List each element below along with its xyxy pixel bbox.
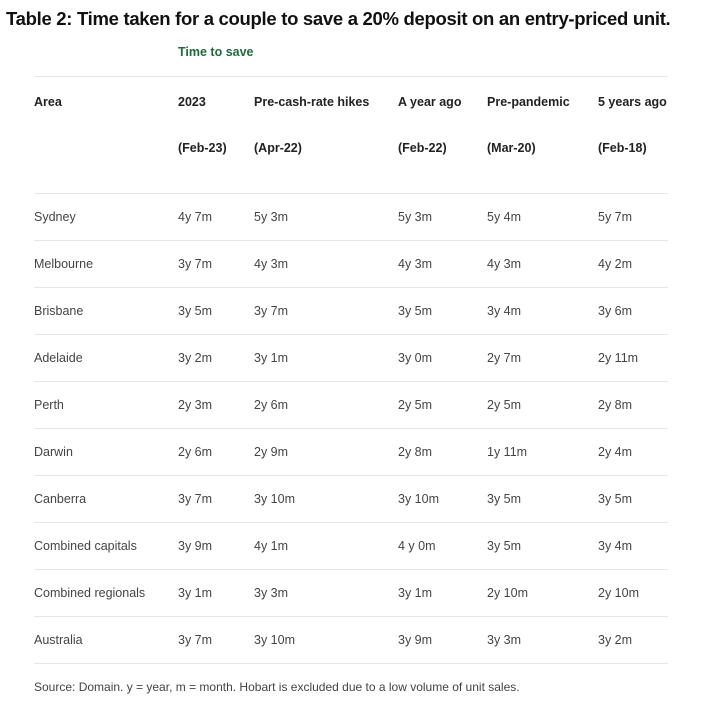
area-cell: Australia [34,633,83,647]
value-cell: 3y 4m [598,539,633,553]
table-row: Sydney 4y 7m 5y 3m 5y 3m 5y 4m 5y 7m [34,194,668,241]
value-cell: 5y 7m [598,210,633,224]
value-cell: 2y 5m [398,398,433,412]
value-cell: 2y 4m [598,445,633,459]
header-pre-pandemic: Pre-pandemic [487,95,570,109]
value-cell: 4 y 0m [398,539,436,553]
value-cell: 3y 2m [178,351,213,365]
value-cell: 4y 7m [178,210,213,224]
value-cell: 3y 0m [398,351,433,365]
table-row: Combined regionals 3y 1m 3y 3m 3y 1m 2y 10m 2… [34,570,668,617]
table-subtitle: Time to save [178,45,254,59]
value-cell: 3y 6m [598,304,633,318]
value-cell: 3y 10m [254,492,295,506]
table-title: Table 2: Time taken for a couple to save… [6,8,671,29]
header-2023: 2023 [178,95,206,109]
header-a-year-ago: A year ago [398,95,462,109]
value-cell: 5y 4m [487,210,522,224]
value-cell: 3y 2m [598,633,633,647]
table-row: Australia 3y 7m 3y 10m 3y 9m 3y 3m 3y 2m [34,617,668,664]
value-cell: 4y 3m [254,257,289,271]
value-cell: 3y 1m [254,351,289,365]
area-cell: Canberra [34,492,87,506]
table-row: Melbourne 3y 7m 4y 3m 4y 3m 4y 3m 4y 2m [34,241,668,288]
value-cell: 3y 9m [398,633,433,647]
value-cell: 4y 2m [598,257,633,271]
value-cell: 2y 5m [487,398,522,412]
value-cell: 3y 3m [254,586,289,600]
value-cell: 3y 5m [487,492,522,506]
table-row: Brisbane 3y 5m 3y 7m 3y 5m 3y 4m 3y 6m [34,288,668,335]
data-table: Area 2023 Pre-cash-rate hikes A year ago… [34,76,668,664]
value-cell: 3y 1m [398,586,433,600]
table-row: Canberra 3y 7m 3y 10m 3y 10m 3y 5m 3y 5m [34,476,668,523]
header-area: Area [34,95,62,109]
header-date: (Mar-20) [487,141,536,155]
value-cell: 3y 7m [254,304,289,318]
value-cell: 5y 3m [398,210,433,224]
table-row: Combined capitals 3y 9m 4y 1m 4 y 0m 3y 5m 3y… [34,523,668,570]
area-cell: Combined capitals [34,539,137,553]
value-cell: 3y 10m [254,633,295,647]
value-cell: 3y 5m [598,492,633,506]
value-cell: 4y 3m [398,257,433,271]
value-cell: 2y 10m [487,586,528,600]
value-cell: 3y 7m [178,492,213,506]
table-row: Perth 2y 3m 2y 6m 2y 5m 2y 5m 2y 8m [34,382,668,429]
header-5-years-ago: 5 years ago [598,95,667,109]
value-cell: 3y 3m [487,633,522,647]
header-date: (Feb-23) [178,141,227,155]
table-header: Area 2023 Pre-cash-rate hikes A year ago… [34,77,668,194]
value-cell: 1y 11m [487,445,528,459]
table-row: Adelaide 3y 2m 3y 1m 3y 0m 2y 7m 2y 11m [34,335,668,382]
value-cell: 3y 1m [178,586,213,600]
value-cell: 4y 3m [487,257,522,271]
value-cell: 2y 10m [598,586,639,600]
header-date: (Apr-22) [254,141,302,155]
area-cell: Darwin [34,445,73,459]
header-date: (Feb-22) [398,141,447,155]
value-cell: 2y 9m [254,445,289,459]
header-pre-cash-rate-hikes: Pre-cash-rate hikes [254,95,370,109]
value-cell: 2y 3m [178,398,213,412]
value-cell: 2y 6m [254,398,289,412]
value-cell: 3y 5m [487,539,522,553]
value-cell: 2y 7m [487,351,522,365]
value-cell: 3y 9m [178,539,213,553]
value-cell: 2y 8m [398,445,433,459]
value-cell: 3y 5m [178,304,213,318]
value-cell: 5y 3m [254,210,289,224]
value-cell: 2y 6m [178,445,213,459]
value-cell: 2y 8m [598,398,633,412]
area-cell: Perth [34,398,64,412]
value-cell: 3y 7m [178,633,213,647]
value-cell: 3y 4m [487,304,522,318]
area-cell: Brisbane [34,304,84,318]
table-body: Sydney 4y 7m 5y 3m 5y 3m 5y 4m 5y 7m Melbourne… [34,194,668,664]
header-date: (Feb-18) [598,141,647,155]
value-cell: 4y 1m [254,539,289,553]
value-cell: 3y 7m [178,257,213,271]
table-row: Darwin 2y 6m 2y 9m 2y 8m 1y 11m 2y 4m [34,429,668,476]
area-cell: Sydney [34,210,76,224]
area-cell: Melbourne [34,257,94,271]
value-cell: 3y 5m [398,304,433,318]
area-cell: Combined regionals [34,586,146,600]
value-cell: 3y 10m [398,492,439,506]
area-cell: Adelaide [34,351,83,365]
source-note: Source: Domain. y = year, m = month. Hob… [34,680,520,694]
value-cell: 2y 11m [598,351,639,365]
